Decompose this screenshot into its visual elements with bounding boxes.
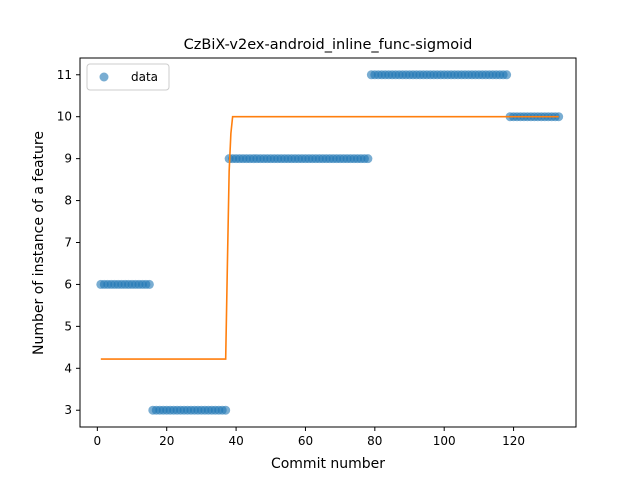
y-tick-label: 4 [64, 361, 72, 375]
y-tick-label: 8 [64, 194, 72, 208]
x-tick-label: 20 [159, 434, 174, 448]
y-tick-label: 3 [64, 403, 72, 417]
x-tick-label: 0 [94, 434, 102, 448]
y-tick-label: 9 [64, 152, 72, 166]
data-point [221, 405, 231, 415]
legend-label-data: data [131, 70, 158, 84]
x-axis: 0 20 40 60 80 100 120 [94, 427, 525, 448]
x-tick-label: 40 [228, 434, 243, 448]
fit-line [100, 115, 559, 360]
y-tick-label: 11 [57, 68, 72, 82]
y-tick-label: 6 [64, 277, 72, 291]
data-point [502, 70, 512, 80]
y-tick-label: 10 [57, 110, 72, 124]
y-tick-label: 7 [64, 236, 72, 250]
x-tick-label: 60 [298, 434, 313, 448]
y-axis-label: Number of instance of a feature [31, 131, 47, 355]
plot-area [96, 70, 564, 415]
y-axis: 3 4 5 6 7 8 9 10 11 [57, 68, 80, 417]
plot-frame [79, 57, 577, 428]
legend-box [86, 63, 170, 91]
x-tick-label: 100 [433, 434, 456, 448]
x-tick-label: 80 [367, 434, 382, 448]
x-axis-label: Commit number [271, 456, 385, 472]
x-tick-label: 120 [502, 434, 525, 448]
data-point [363, 154, 373, 164]
legend: data [86, 63, 170, 91]
y-tick-label: 5 [64, 319, 72, 333]
legend-marker-data [99, 72, 109, 82]
chart-title: CzBiX-v2ex-android_inline_func-sigmoid [184, 37, 473, 53]
data-point [144, 279, 154, 289]
